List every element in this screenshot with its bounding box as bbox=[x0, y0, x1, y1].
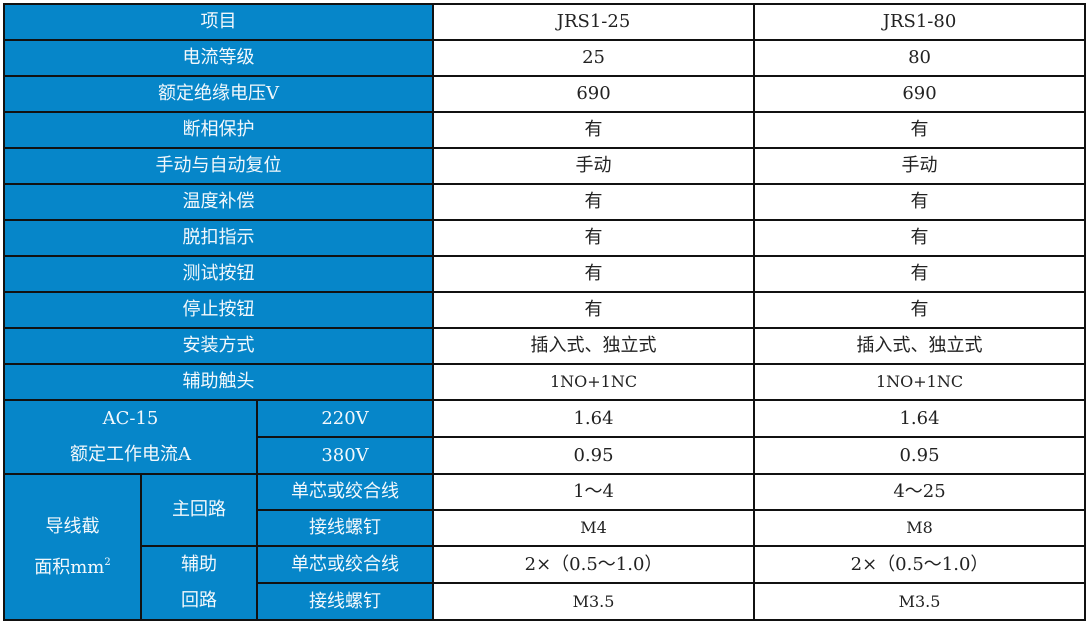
value-1: 插入式、独立式 bbox=[432, 327, 756, 365]
value-2: 80 bbox=[753, 39, 1087, 77]
table-row: 额定绝缘电压V 690 690 bbox=[2, 75, 1087, 113]
row-label: 手动与自动复位 bbox=[2, 147, 435, 185]
value-2: 手动 bbox=[753, 147, 1087, 185]
aux-line1: 辅助 bbox=[181, 554, 217, 575]
value-2: 690 bbox=[753, 75, 1087, 113]
value-2: 1NO+1NC bbox=[753, 363, 1087, 401]
table-row: 手动与自动复位 手动 手动 bbox=[2, 147, 1087, 185]
sub-label: 单芯或绞合线 bbox=[255, 545, 435, 584]
row-label: 停止按钮 bbox=[2, 291, 435, 329]
wire-line2-text: 面积mm bbox=[34, 556, 105, 578]
voltage-label: 380V bbox=[255, 436, 435, 475]
value-1: 有 bbox=[432, 291, 756, 329]
ac15-line1: AC-15 bbox=[102, 408, 159, 429]
table-row: 电流等级 25 80 bbox=[2, 39, 1087, 77]
table-row: AC-15 额定工作电流A 220V 1.64 1.64 bbox=[3, 399, 1087, 475]
row-label: 温度补偿 bbox=[2, 183, 435, 221]
value-1: 有 bbox=[432, 183, 756, 221]
header-item: 项目 bbox=[2, 3, 435, 41]
value-1: 1NO+1NC bbox=[432, 363, 756, 401]
wire-line2: 面积mm2 bbox=[5, 545, 140, 586]
row-label: 测试按钮 bbox=[2, 255, 435, 293]
value-1: 2×（0.5～1.0） bbox=[432, 545, 756, 584]
value-2: 0.95 bbox=[753, 436, 1087, 475]
header-model-1: JRS1-25 bbox=[432, 3, 756, 41]
ac15-label: AC-15 额定工作电流A bbox=[3, 399, 258, 475]
table-row: 380V 0.95 0.95 bbox=[4, 436, 1087, 475]
value-2: 1.64 bbox=[753, 399, 1087, 438]
wire-sup: 2 bbox=[104, 556, 111, 568]
table-row: 温度补偿有有 bbox=[2, 183, 1087, 221]
main-circuit-label: 主回路 bbox=[140, 473, 258, 547]
wire-line1: 导线截 bbox=[45, 515, 100, 537]
value-2: 插入式、独立式 bbox=[753, 327, 1087, 365]
value-2: 4～25 bbox=[753, 473, 1087, 511]
sub-label: 接线螺钉 bbox=[255, 582, 435, 621]
wire-section-label: 导线截 面积mm2 bbox=[3, 473, 142, 621]
row-label: 额定绝缘电压V bbox=[2, 75, 435, 113]
value-1: 有 bbox=[432, 255, 756, 293]
value-1: 0.95 bbox=[432, 436, 756, 475]
value-2: 有 bbox=[753, 183, 1087, 221]
row-label: 断相保护 bbox=[2, 111, 435, 149]
row-label: 安装方式 bbox=[2, 327, 435, 365]
value-2: M8 bbox=[753, 509, 1087, 547]
value-2: 有 bbox=[753, 111, 1087, 149]
table-row: 导线截 面积mm2 主回路 单芯或绞合线 1～4 4～25 bbox=[3, 473, 1087, 621]
voltage-label: 220V bbox=[255, 399, 435, 438]
value-1: 1～4 bbox=[432, 473, 756, 511]
value-2: M3.5 bbox=[753, 582, 1087, 621]
value-1: M3.5 bbox=[432, 582, 756, 621]
aux-circuit-label: 辅助 回路 bbox=[140, 545, 258, 621]
value-1: 有 bbox=[432, 111, 756, 149]
value-1: 690 bbox=[432, 75, 756, 113]
value-1: 有 bbox=[432, 219, 756, 257]
value-2: 有 bbox=[753, 255, 1087, 293]
value-1: 手动 bbox=[432, 147, 756, 185]
value-1: M4 bbox=[432, 509, 756, 547]
row-label: 脱扣指示 bbox=[2, 219, 435, 257]
value-2: 有 bbox=[753, 291, 1087, 329]
value-2: 2×（0.5～1.0） bbox=[753, 545, 1087, 584]
table-row: 测试按钮有有 bbox=[2, 255, 1087, 293]
table-row: 安装方式 插入式、独立式 插入式、独立式 bbox=[2, 327, 1087, 365]
value-2: 有 bbox=[753, 219, 1087, 257]
header-row: 项目 JRS1-25 JRS1-80 bbox=[2, 3, 1087, 41]
ac15-line2: 额定工作电流A bbox=[70, 444, 191, 465]
table-row: 辅助触头 1NO+1NC 1NO+1NC bbox=[2, 363, 1087, 401]
sub-label: 接线螺钉 bbox=[255, 509, 435, 547]
table-row: 脱扣指示有有 bbox=[2, 219, 1087, 257]
row-label: 电流等级 bbox=[2, 39, 435, 77]
table-row: 接线螺钉 M4 M8 bbox=[4, 509, 1087, 547]
row-label: 辅助触头 bbox=[2, 363, 435, 401]
table-row: 断相保护有有 bbox=[2, 111, 1087, 149]
table-row: 停止按钮有有 bbox=[2, 291, 1087, 329]
table-row: 接线螺钉 M3.5 M3.5 bbox=[4, 582, 1087, 621]
spec-table: 项目 JRS1-25 JRS1-80 电流等级 25 80 额定绝缘电压V 690 690… bbox=[2, 3, 1087, 621]
aux-line2: 回路 bbox=[181, 590, 217, 611]
sub-label: 单芯或绞合线 bbox=[255, 473, 435, 511]
value-1: 25 bbox=[432, 39, 756, 77]
value-1: 1.64 bbox=[432, 399, 756, 438]
table-row: 辅助 回路 单芯或绞合线 2×（0.5～1.0） 2×（0.5～1.0） bbox=[4, 545, 1087, 621]
header-model-2: JRS1-80 bbox=[753, 3, 1087, 41]
